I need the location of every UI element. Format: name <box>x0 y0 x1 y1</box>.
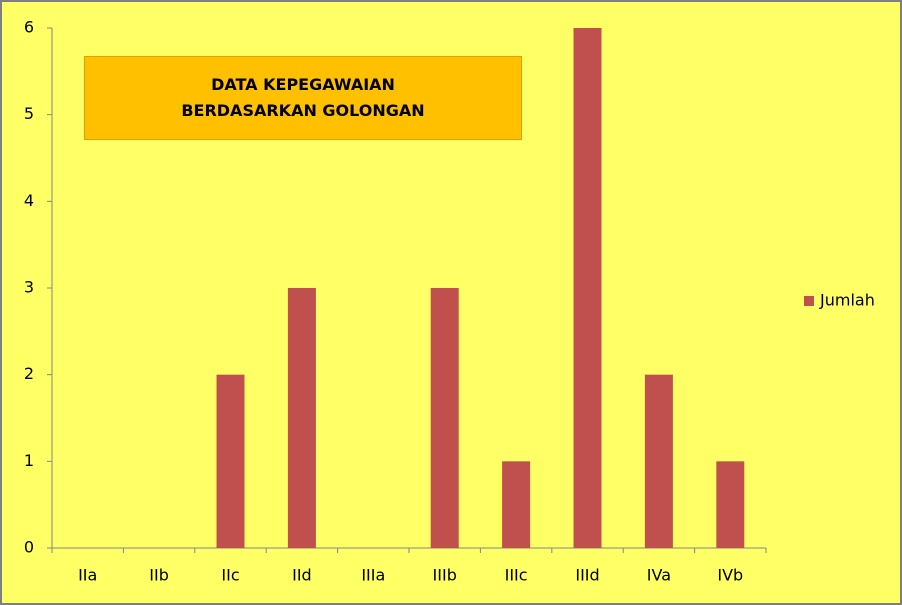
y-tick-label: 1 <box>24 451 34 470</box>
legend-label: Jumlah <box>819 291 875 310</box>
x-tick-label: IIIc <box>505 566 528 585</box>
x-tick-label: IIc <box>221 566 239 585</box>
bar <box>644 374 673 548</box>
x-tick-label: IVa <box>647 566 671 585</box>
y-tick-label: 3 <box>24 278 34 297</box>
y-tick-label: 6 <box>24 18 34 37</box>
x-tick-label: IIb <box>149 566 169 585</box>
x-tick-label: IIId <box>575 566 599 585</box>
y-tick-label: 0 <box>24 538 34 557</box>
x-tick-label: IIa <box>78 566 97 585</box>
y-tick-label: 2 <box>24 364 34 383</box>
bar <box>216 374 245 548</box>
x-tick-label: IVb <box>717 566 743 585</box>
y-tick-label: 5 <box>24 104 34 123</box>
legend-swatch <box>804 296 814 306</box>
bar <box>502 461 531 548</box>
bar <box>716 461 745 548</box>
chart-title: DATA KEPEGAWAIAN BERDASARKAN GOLONGAN <box>84 56 522 140</box>
bar <box>573 28 602 548</box>
x-tick-label: IId <box>292 566 312 585</box>
y-tick-label: 4 <box>24 191 34 210</box>
bar <box>430 288 459 548</box>
x-tick-label: IIIb <box>433 566 457 585</box>
bar <box>287 288 316 548</box>
x-tick-label: IIIa <box>361 566 385 585</box>
